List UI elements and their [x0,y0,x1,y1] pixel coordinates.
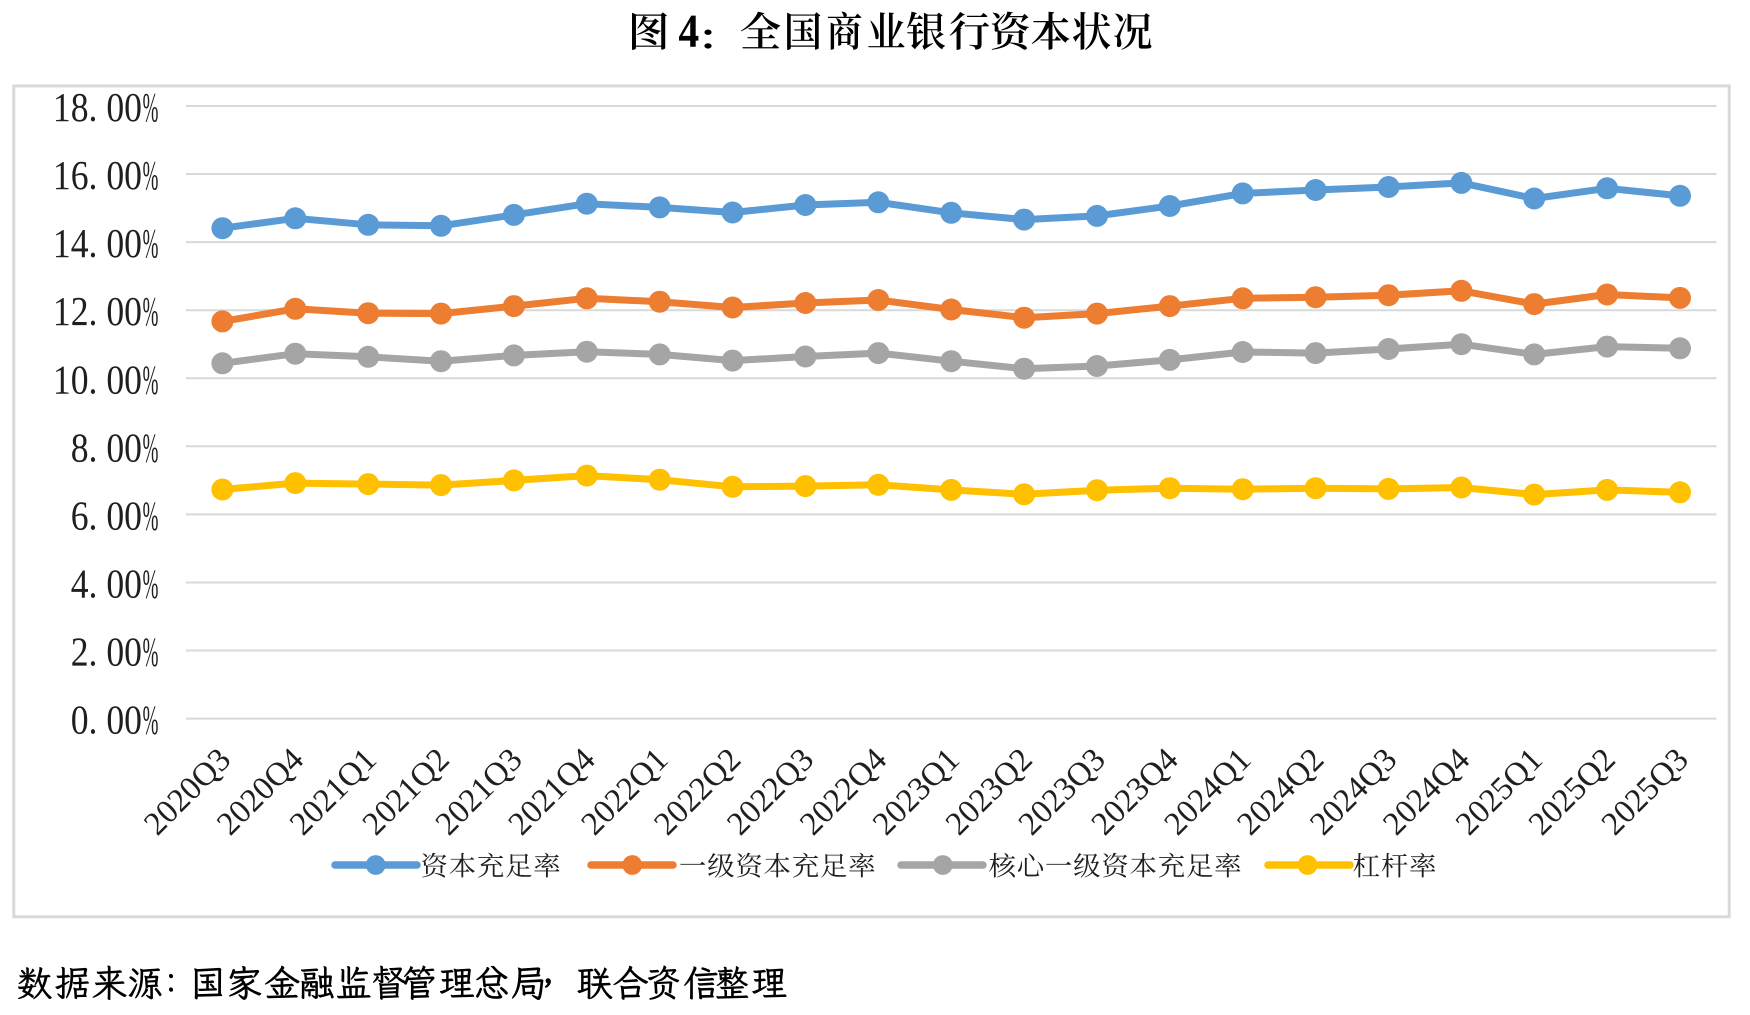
svg-text:%: % [143,289,159,334]
svg-text:14. 00: 14. 00 [53,222,142,267]
svg-text:0. 00: 0. 00 [71,698,142,743]
svg-text:4. 00: 4. 00 [71,562,142,607]
svg-text:%: % [143,630,159,675]
svg-text:%: % [143,493,159,538]
svg-text:%: % [143,562,159,607]
svg-text:8. 00: 8. 00 [71,426,142,471]
svg-text:%: % [143,153,159,198]
svg-text:6. 00: 6. 00 [71,494,142,539]
svg-text:%: % [143,221,159,266]
svg-text:%: % [143,85,159,130]
svg-text:%: % [143,357,159,402]
svg-text:%: % [143,425,159,470]
svg-text:16. 00: 16. 00 [53,154,142,199]
svg-text:10. 00: 10. 00 [53,358,142,403]
svg-text:%: % [143,698,159,743]
svg-text:12. 00: 12. 00 [53,290,142,335]
svg-text:18. 00: 18. 00 [53,86,142,131]
svg-text:2. 00: 2. 00 [71,630,142,675]
